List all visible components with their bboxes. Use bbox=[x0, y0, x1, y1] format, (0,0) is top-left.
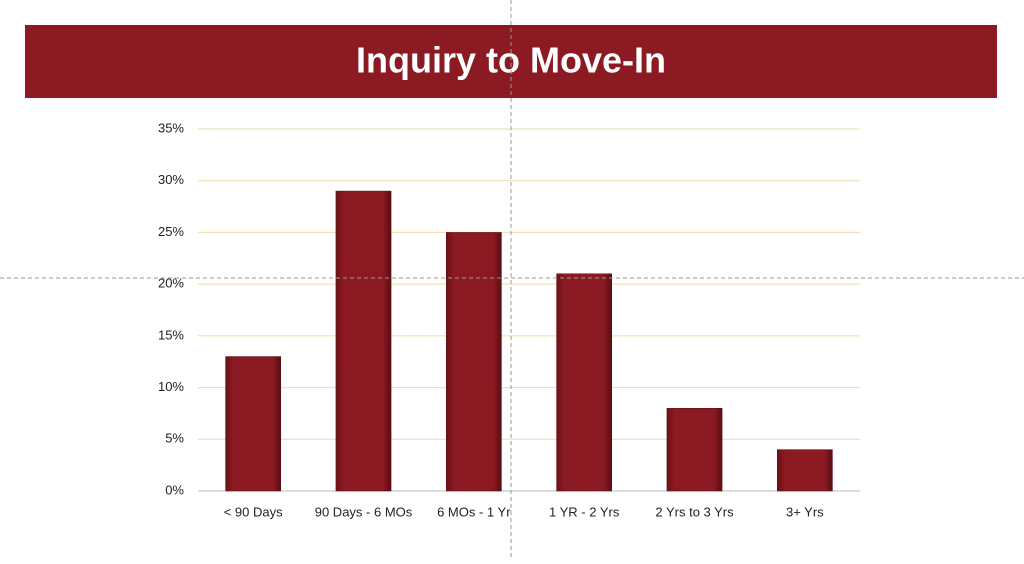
x-tick-label: 1 YR - 2 Yrs bbox=[549, 504, 620, 519]
x-tick-label: < 90 Days bbox=[224, 504, 283, 519]
bar bbox=[556, 273, 612, 492]
x-tick-label: 2 Yrs to 3 Yrs bbox=[655, 504, 734, 519]
x-tick-label: 6 MOs - 1 Yr bbox=[437, 504, 511, 519]
x-tick-label: 90 Days - 6 MOs bbox=[315, 504, 413, 519]
bar bbox=[335, 190, 392, 492]
y-tick-label: 25% bbox=[158, 224, 184, 239]
y-tick-label: 30% bbox=[158, 172, 184, 187]
y-tick-label: 20% bbox=[158, 276, 184, 291]
x-tick-label: 3+ Yrs bbox=[786, 504, 824, 519]
bar bbox=[666, 408, 723, 492]
y-tick-label: 5% bbox=[165, 431, 184, 446]
bar bbox=[777, 449, 833, 492]
y-tick-label: 0% bbox=[165, 482, 184, 497]
y-tick-label: 15% bbox=[158, 327, 184, 342]
bar bbox=[225, 356, 281, 492]
y-tick-label: 10% bbox=[158, 379, 184, 394]
y-tick-label: 35% bbox=[158, 120, 184, 135]
bar bbox=[446, 232, 502, 492]
